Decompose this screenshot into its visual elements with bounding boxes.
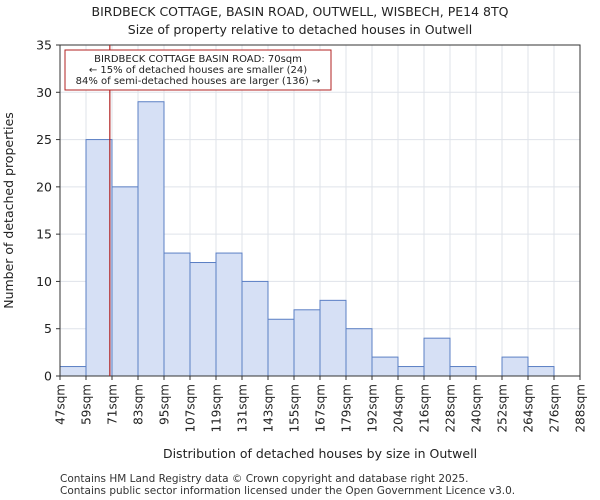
annotation-box: BIRDBECK COTTAGE BASIN ROAD: 70sqm ← 15%… xyxy=(64,49,332,91)
y-tick-label-0: 0 xyxy=(44,369,52,384)
x-tick-label-264sqm: 264sqm xyxy=(522,384,536,432)
x-tick-label-204sqm: 204sqm xyxy=(392,384,406,432)
x-tick-label-167sqm: 167sqm xyxy=(314,384,328,432)
x-tick-label-119sqm: 119sqm xyxy=(210,384,224,432)
bar-264sqm xyxy=(527,366,555,377)
annotation-line-2: ← 15% of detached houses are smaller (24… xyxy=(89,65,307,76)
y-ticks: 0 5 10 15 20 25 30 35 xyxy=(36,38,60,384)
chart-title: BIRDBECK COTTAGE, BASIN ROAD, OUTWELL, W… xyxy=(91,4,509,19)
x-tick-label-228sqm: 228sqm xyxy=(444,384,458,432)
bar-216sqm xyxy=(423,337,451,377)
y-axis-label: Number of detached properties xyxy=(1,112,16,309)
x-tick-label-288sqm: 288sqm xyxy=(574,384,588,432)
y-tick-label-3: 15 xyxy=(36,227,52,242)
x-tick-label-179sqm: 179sqm xyxy=(340,384,354,432)
x-tick-label-107sqm: 107sqm xyxy=(184,384,198,432)
bar-95sqm xyxy=(163,252,191,377)
chart-subtitle: Size of property relative to detached ho… xyxy=(127,22,473,37)
x-axis-label: Distribution of detached houses by size … xyxy=(163,446,477,461)
y-tick-label-7: 35 xyxy=(36,38,52,53)
bar-252sqm xyxy=(501,356,529,377)
bar-143sqm xyxy=(267,318,295,377)
x-tick-label-95sqm: 95sqm xyxy=(158,384,172,425)
x-tick-label-252sqm: 252sqm xyxy=(496,384,510,432)
footer-line-2: Contains public sector information licen… xyxy=(60,485,516,497)
histogram-chart: 0 5 10 15 20 25 30 35 47sqm 59sqm 71sqm 83sqm 95sqm… xyxy=(1,38,588,462)
bar-228sqm xyxy=(449,366,477,377)
y-tick-label-1: 5 xyxy=(44,321,52,336)
annotation-frame xyxy=(64,49,332,91)
bar-59sqm xyxy=(85,139,113,377)
bar-107sqm xyxy=(189,262,217,377)
footer-line-1: Contains HM Land Registry data © Crown c… xyxy=(60,473,469,485)
y-tick-label-2: 10 xyxy=(36,274,52,289)
y-tick-label-5: 25 xyxy=(36,132,52,147)
bar-131sqm xyxy=(241,280,269,377)
x-tick-label-276sqm: 276sqm xyxy=(548,384,562,432)
y-tick-label-6: 30 xyxy=(36,85,52,100)
x-tick-label-131sqm: 131sqm xyxy=(236,384,250,432)
x-ticks: 47sqm 59sqm 71sqm 83sqm 95sqm 107sqm 119sqm 131… xyxy=(54,376,588,432)
bar-71sqm xyxy=(111,186,139,377)
bar-204sqm xyxy=(397,366,425,377)
x-tick-label-240sqm: 240sqm xyxy=(470,384,484,432)
x-tick-label-155sqm: 155sqm xyxy=(288,384,302,432)
bar-47sqm xyxy=(59,366,87,377)
bar-155sqm xyxy=(293,309,321,377)
annotation-line-3: 84% of semi-detached houses are larger (… xyxy=(76,76,321,87)
x-tick-label-59sqm: 59sqm xyxy=(80,384,94,425)
x-tick-label-192sqm: 192sqm xyxy=(366,384,380,432)
x-tick-label-216sqm: 216sqm xyxy=(418,384,432,432)
x-tick-label-71sqm: 71sqm xyxy=(106,384,120,425)
x-tick-label-143sqm: 143sqm xyxy=(262,384,276,432)
bar-83sqm xyxy=(137,101,165,377)
bars xyxy=(59,101,555,377)
bar-167sqm xyxy=(319,299,347,377)
y-tick-label-4: 20 xyxy=(36,179,52,194)
bar-192sqm xyxy=(371,356,399,377)
x-tick-label-83sqm: 83sqm xyxy=(132,384,146,425)
bar-179sqm xyxy=(345,328,373,377)
annotation-line-1: BIRDBECK COTTAGE BASIN ROAD: 70sqm xyxy=(94,54,302,65)
x-tick-label-47sqm: 47sqm xyxy=(54,384,68,425)
bar-119sqm xyxy=(215,252,243,377)
